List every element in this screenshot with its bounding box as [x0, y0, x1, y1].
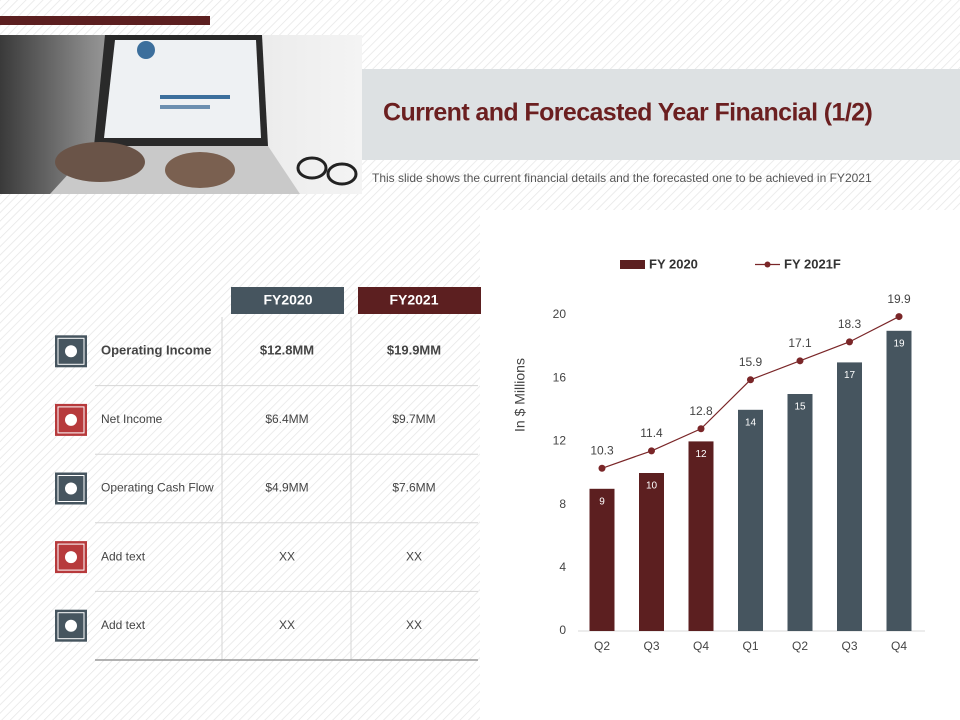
row-label: Operating Cash Flow	[101, 481, 214, 495]
row-icon-glyph	[65, 619, 77, 632]
table-cell: $19.9MM	[387, 343, 441, 358]
subtitle: This slide shows the current financial d…	[372, 171, 872, 185]
bar	[886, 330, 912, 631]
column-header-bg	[358, 287, 481, 314]
line-marker	[747, 376, 754, 384]
bar-value-label: 19	[893, 338, 905, 349]
x-tick-label: Q3	[841, 639, 857, 653]
legend-label: FY 2021F	[784, 256, 841, 271]
bar-value-label: 12	[695, 449, 707, 460]
table-cell: $12.8MM	[260, 343, 314, 358]
y-tick-label: 4	[559, 560, 566, 574]
accent-bar	[0, 16, 210, 25]
y-tick-label: 12	[553, 434, 567, 448]
table-cell: $4.9MM	[265, 481, 308, 495]
x-tick-label: Q2	[792, 639, 808, 653]
line-marker	[846, 338, 853, 346]
line-marker	[796, 357, 804, 365]
bar-value-label: 15	[794, 402, 806, 413]
bar	[688, 441, 714, 631]
row-icon-frame	[57, 337, 85, 365]
y-tick-label: 0	[559, 623, 566, 637]
column-header: FY2021	[389, 292, 438, 308]
column-header-bg	[231, 287, 344, 314]
x-tick-label: Q3	[643, 639, 659, 653]
line-value-label: 17.1	[788, 336, 812, 350]
line-value-label: 10.3	[590, 443, 614, 457]
row-label: Add text	[101, 549, 146, 563]
row-icon-frame	[57, 612, 85, 640]
x-tick-label: Q4	[693, 639, 709, 653]
bar-value-label: 9	[599, 496, 605, 507]
title-band	[362, 69, 960, 160]
row-icon-frame	[57, 475, 85, 502]
line-value-label: 11.4	[640, 426, 663, 440]
y-axis-label: In $ Millions	[512, 358, 528, 432]
photo	[0, 35, 362, 194]
row-icon-glyph	[65, 345, 77, 358]
line-value-label: 18.3	[838, 317, 862, 331]
line-marker	[598, 464, 606, 472]
table-cell: XX	[406, 618, 422, 632]
bar	[787, 394, 813, 631]
bar-value-label: 17	[844, 370, 856, 381]
row-label: Net Income	[101, 412, 163, 426]
line-marker	[697, 425, 705, 433]
row-label: Operating Income	[101, 343, 212, 358]
bar-value-label: 14	[745, 417, 757, 428]
row-icon-frame	[57, 543, 85, 571]
legend-swatch	[620, 260, 645, 269]
bar	[639, 473, 664, 631]
legend-swatch-marker	[764, 261, 771, 268]
y-tick-label: 8	[559, 497, 566, 511]
bar	[589, 488, 615, 631]
bar	[738, 409, 763, 631]
line-value-label: 12.8	[689, 404, 713, 418]
row-icon-frame	[57, 406, 85, 434]
line-marker	[648, 447, 655, 455]
y-tick-label: 16	[553, 370, 567, 384]
y-tick-label: 20	[553, 307, 567, 321]
chart-panel	[480, 210, 960, 720]
table-cell: XX	[279, 618, 295, 632]
row-icon-glyph	[65, 482, 77, 495]
line-marker	[895, 313, 903, 321]
x-tick-label: Q1	[742, 639, 758, 653]
legend-label: FY 2020	[649, 256, 698, 271]
table-cell: $9.7MM	[392, 412, 435, 426]
table-cell: XX	[406, 549, 422, 563]
title: Current and Forecasted Year Financial (1…	[383, 99, 872, 127]
x-tick-label: Q4	[891, 639, 907, 653]
row-label: Add text	[101, 618, 146, 632]
table-cell: XX	[279, 549, 295, 563]
row-icon-glyph	[65, 413, 77, 426]
table-cell: $6.4MM	[265, 412, 308, 426]
table-cell: $7.6MM	[392, 481, 435, 495]
bar-value-label: 10	[646, 481, 658, 492]
line-value-label: 19.9	[887, 292, 911, 306]
bar	[837, 362, 862, 631]
row-icon-glyph	[65, 551, 77, 564]
line-value-label: 15.9	[739, 355, 763, 369]
x-tick-label: Q2	[594, 639, 610, 653]
column-header: FY2020	[263, 292, 312, 308]
